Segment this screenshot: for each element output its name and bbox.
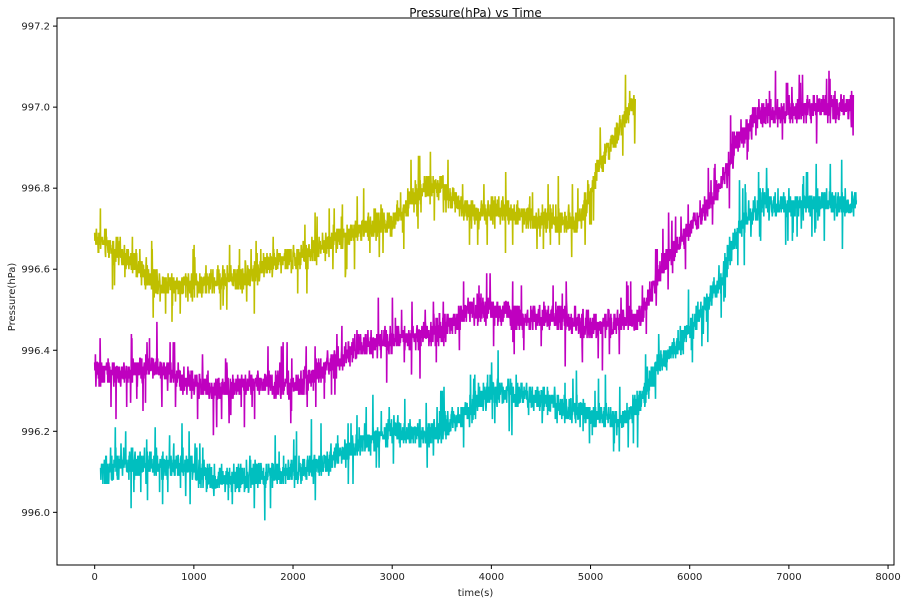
x-axis-title: time(s) xyxy=(458,588,494,599)
chart-title: Pressure(hPa) vs Time xyxy=(409,6,542,20)
x-tick-label: 1000 xyxy=(181,572,206,583)
series-line-3 xyxy=(99,159,858,521)
x-tick-label: 4000 xyxy=(479,572,504,583)
x-tick-label: 7000 xyxy=(776,572,801,583)
y-axis-title: Pressure(hPa) xyxy=(7,263,18,332)
series-line-2 xyxy=(93,70,855,436)
y-tick-label: 997.0 xyxy=(21,103,50,114)
y-tick-label: 996.8 xyxy=(21,184,50,195)
series-line-1 xyxy=(93,74,636,322)
x-tick-label: 6000 xyxy=(677,572,702,583)
y-tick-label: 997.2 xyxy=(21,22,50,33)
y-tick-label: 996.0 xyxy=(21,508,50,519)
series-layer xyxy=(93,70,858,521)
x-tick-label: 8000 xyxy=(875,572,900,583)
x-axis: 0 1000 2000 3000 4000 5000 6000 7000 8000 xyxy=(91,565,901,583)
y-axis: 996.0 996.2 996.4 996.6 996.8 997.0 997.2 xyxy=(21,22,57,519)
x-tick-label: 2000 xyxy=(280,572,305,583)
x-tick-label: 5000 xyxy=(578,572,603,583)
plot-frame xyxy=(56,17,895,566)
x-tick-label: 3000 xyxy=(379,572,404,583)
x-tick-label: 0 xyxy=(91,572,97,583)
y-tick-label: 996.6 xyxy=(21,265,50,276)
y-tick-label: 996.2 xyxy=(21,427,50,438)
y-tick-label: 996.4 xyxy=(21,346,50,357)
